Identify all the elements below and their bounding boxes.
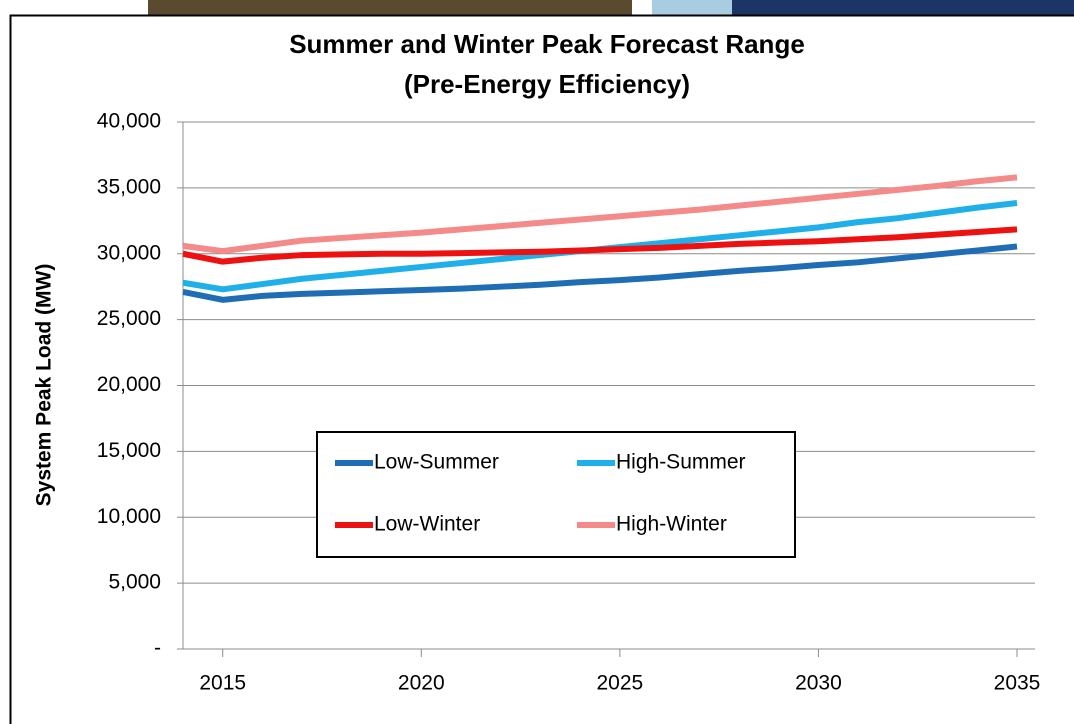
y-tick-label: 30,000 (97, 241, 161, 264)
x-tick-label: 2025 (596, 672, 643, 695)
photo-strip (148, 0, 632, 15)
y-tick-label: 20,000 (97, 373, 161, 396)
photo-strip (732, 0, 1074, 15)
series-line (182, 226, 1018, 265)
chart-frame (9, 14, 1074, 724)
photo-strip (652, 0, 732, 15)
legend-label: Low-Summer (374, 451, 499, 474)
legend-box (316, 431, 796, 558)
legend-label: High-Summer (616, 451, 746, 474)
y-tick-label: 35,000 (97, 175, 161, 198)
y-tick-label: 25,000 (97, 307, 161, 330)
y-tick-label: 5,000 (108, 571, 161, 594)
y-axis-title: System Peak Load (MW) (33, 264, 56, 507)
series-line (182, 174, 1018, 255)
y-tick-label: 10,000 (97, 505, 161, 528)
chart-title: Summer and Winter Peak Forecast Range (289, 29, 805, 59)
legend-label: High-Winter (616, 513, 727, 536)
legend-label: Low-Winter (374, 513, 480, 536)
y-tick-label: - (154, 637, 161, 660)
x-tick-label: 2020 (398, 672, 445, 695)
x-tick-label: 2035 (994, 672, 1041, 695)
x-tick-label: 2015 (199, 672, 246, 695)
series-line (182, 243, 1018, 303)
chart-subtitle: (Pre-Energy Efficiency) (404, 69, 690, 99)
y-tick-label: 15,000 (97, 439, 161, 462)
x-tick-label: 2030 (795, 672, 842, 695)
y-tick-label: 40,000 (97, 110, 161, 133)
